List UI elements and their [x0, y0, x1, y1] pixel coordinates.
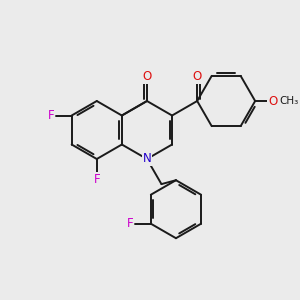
Text: O: O [268, 94, 277, 107]
Text: F: F [94, 173, 100, 186]
Text: O: O [193, 70, 202, 83]
Text: O: O [142, 70, 152, 83]
Text: F: F [127, 217, 133, 230]
Text: CH₃: CH₃ [279, 96, 298, 106]
Text: F: F [47, 109, 54, 122]
Text: N: N [142, 152, 151, 166]
